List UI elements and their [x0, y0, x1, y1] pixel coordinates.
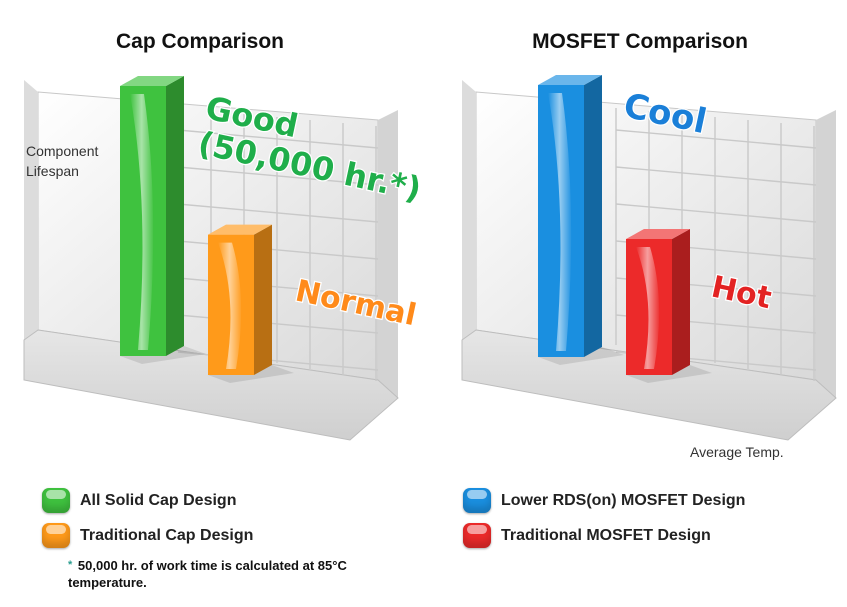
floor	[23, 329, 399, 441]
floor	[461, 329, 837, 441]
chart-title-cap: Cap Comparison	[115, 30, 285, 53]
legend-label: All Solid Cap Design	[80, 491, 237, 509]
grid-line-horizontal	[615, 203, 817, 223]
y-axis-label-cap: Component Lifespan	[26, 143, 99, 179]
grid-line-horizontal	[177, 203, 379, 223]
right-wall	[378, 110, 398, 398]
legend-swatch-green	[42, 488, 70, 513]
footnote-marker: *	[68, 559, 73, 571]
bar-highlight	[548, 93, 572, 351]
bar-highlight	[636, 247, 660, 369]
legend-item-solid-cap: All Solid Cap Design	[42, 488, 236, 513]
bar-top	[538, 75, 602, 85]
legend-item-lower-rds-mosfet: Lower RDS(on) MOSFET Design	[463, 488, 745, 513]
legend-label: Lower RDS(on) MOSFET Design	[501, 491, 746, 509]
bar-1	[538, 75, 624, 365]
bar-side	[672, 229, 690, 375]
legend-item-traditional-mosfet: Traditional MOSFET Design	[463, 523, 711, 548]
chart-cap-comparison: Good(50,000 hr.*)Normal	[23, 76, 426, 441]
grid-line-horizontal	[615, 129, 817, 149]
legend-label: Traditional MOSFET Design	[501, 526, 711, 544]
legend-swatch-orange	[42, 523, 70, 548]
bar-side	[254, 224, 272, 375]
footnote-text: 50,000 hr. of work time is calculated at…	[68, 558, 347, 590]
grid-line-horizontal	[177, 129, 379, 149]
legend-label: Traditional Cap Design	[80, 526, 254, 544]
grid-line-horizontal	[615, 166, 817, 186]
bar-1	[120, 76, 206, 364]
left-wall	[462, 80, 476, 340]
bar-highlight	[130, 94, 154, 350]
bar-2	[626, 229, 712, 383]
footnote: * 50,000 hr. of work time is calculated …	[68, 557, 398, 591]
x-axis-label-mosfet: Average Temp.	[690, 444, 784, 460]
legend-swatch-blue	[463, 488, 491, 513]
bar-top	[626, 229, 690, 239]
chart-title-mosfet: MOSFET Comparison	[532, 30, 748, 53]
bar-2	[208, 224, 294, 383]
bar-side	[584, 75, 602, 357]
legend-swatch-red	[463, 523, 491, 548]
bar-top	[120, 76, 184, 86]
right-wall	[816, 110, 836, 398]
legend-item-traditional-cap: Traditional Cap Design	[42, 523, 253, 548]
bar-side	[166, 76, 184, 356]
grid	[177, 108, 379, 381]
bar-highlight	[218, 242, 242, 369]
left-wall	[24, 80, 38, 340]
grid-line-horizontal	[177, 166, 379, 186]
bar-top	[208, 224, 272, 235]
